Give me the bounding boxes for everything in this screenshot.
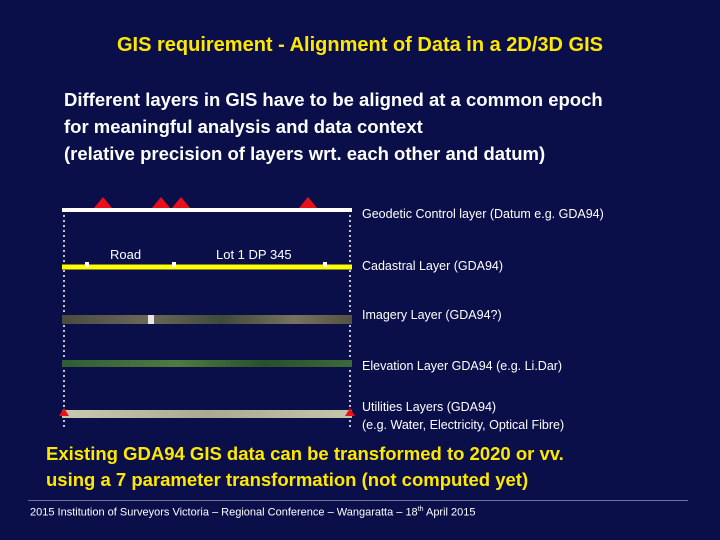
utilities-layer-label: Utilities Layers (GDA94): [362, 400, 497, 414]
footer: 2015 Institution of Surveyors Victoria –…: [30, 506, 476, 519]
footer-divider: [28, 500, 688, 501]
intro-line: (relative precision of layers wrt. each …: [64, 143, 546, 164]
control-marker: [59, 408, 69, 416]
intro-line: Different layers in GIS have to be align…: [64, 89, 603, 110]
control-marker: [345, 408, 355, 416]
road-label: Road: [110, 247, 141, 262]
imagery-layer-label: Imagery Layer (GDA94?): [362, 308, 502, 322]
layer-stack-diagram: Road Lot 1 DP 345: [59, 197, 355, 430]
conclusion-line: using a 7 parameter transformation (not …: [46, 469, 529, 490]
control-marker: [172, 197, 190, 208]
conclusion-text: Existing GDA94 GIS data can be transform…: [46, 441, 706, 493]
slide-title: GIS requirement - Alignment of Data in a…: [116, 34, 603, 56]
conclusion-line: Existing GDA94 GIS data can be transform…: [46, 443, 564, 464]
imagery-strip: [62, 315, 352, 324]
imagery-highlight: [148, 315, 154, 324]
footer-superscript: th: [417, 506, 424, 513]
utilities-strip: [62, 410, 352, 418]
control-marker: [299, 197, 317, 208]
control-marker: [152, 197, 170, 208]
intro-line: for meaningful analysis and data context: [64, 116, 423, 137]
geodetic-control-layer-label: Geodetic Control layer (Datum e.g. GDA94…: [362, 207, 604, 221]
elevation-layer-label: Elevation Layer GDA94 (e.g. Li.Dar): [362, 359, 563, 373]
cadastral-mark: [172, 262, 176, 267]
intro-text: Different layers in GIS have to be align…: [64, 86, 704, 167]
footer-text-end: April 2015: [423, 506, 476, 519]
control-marker: [94, 197, 112, 208]
cadastral-mark: [323, 262, 327, 267]
elevation-strip: [62, 360, 352, 367]
cadastral-mark: [85, 262, 89, 267]
cadastral-layer-label: Cadastral Layer (GDA94): [362, 259, 504, 273]
utilities-layer-sublabel: (e.g. Water, Electricity, Optical Fibre): [362, 418, 565, 432]
footer-text: 2015 Institution of Surveyors Victoria –…: [30, 506, 418, 519]
lot-label: Lot 1 DP 345: [216, 247, 292, 262]
